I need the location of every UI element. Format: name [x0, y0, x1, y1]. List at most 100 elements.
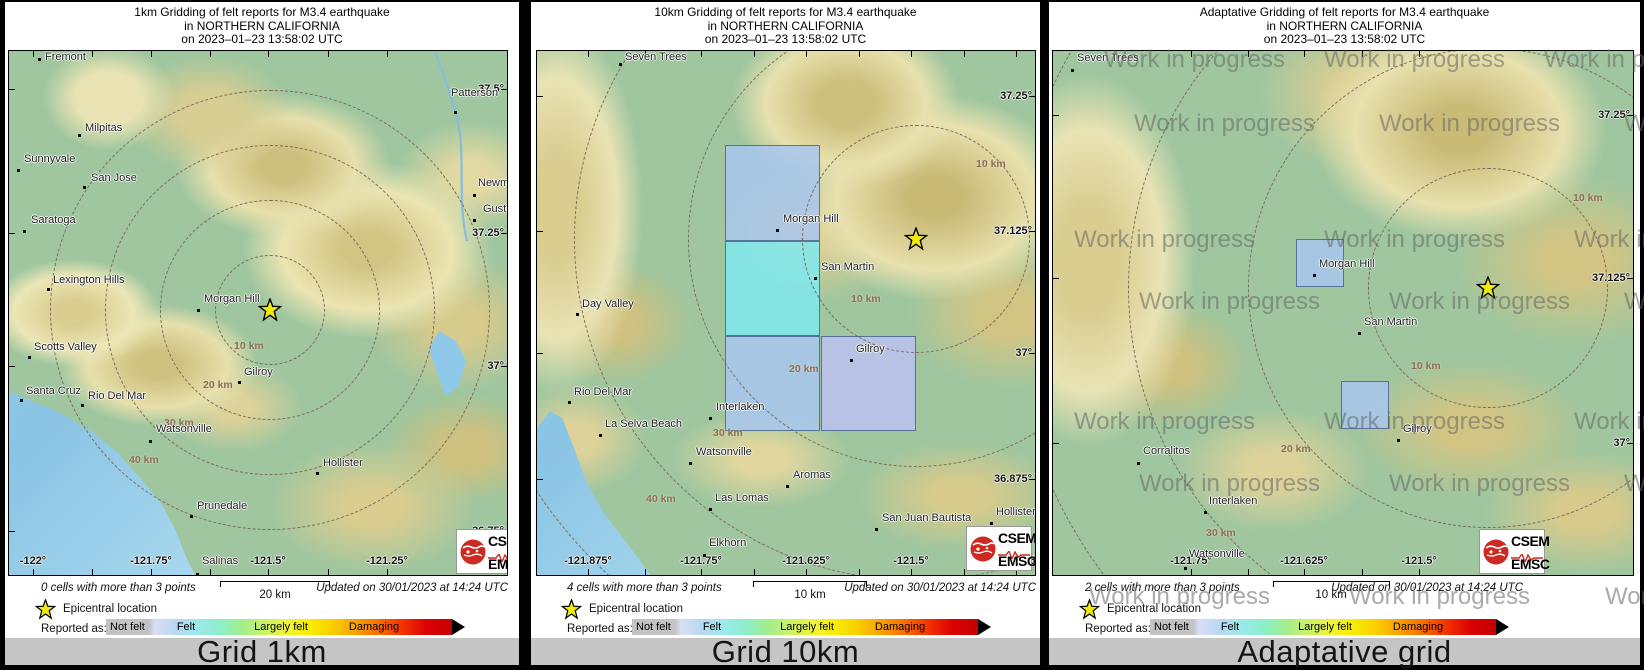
city-dot: [568, 401, 571, 404]
colorbar-label: Largely felt: [780, 621, 834, 633]
intensity-colorbar: Not felt Felt Largely felt Damaging: [1150, 619, 1496, 635]
city-dot: [28, 356, 31, 359]
panel-adaptative-grid: Adaptative Gridding of felt reports for …: [1049, 2, 1644, 667]
ring-distance-label: 30 km: [713, 427, 743, 439]
ring-distance-label: 30 km: [164, 417, 194, 429]
lon-tick: [911, 569, 912, 575]
city-label: Patterson: [451, 87, 499, 99]
colorbar-label: Damaging: [1392, 621, 1444, 633]
lon-tick: [588, 569, 589, 575]
lon-tick: [1016, 51, 1017, 57]
latitude-label: 37.125°: [1591, 272, 1630, 284]
city-dot: [814, 277, 817, 280]
latitude-label: 37.25°: [1000, 90, 1032, 102]
city-dot: [454, 111, 457, 114]
emsc-globe-icon: [459, 538, 487, 571]
panel-grid-10km: 10km Gridding of felt reports for M3.4 e…: [531, 2, 1040, 667]
title-line-3: on 2023–01–23 13:58:02 UTC: [704, 32, 867, 46]
ring-distance-label: 30 km: [1206, 527, 1236, 539]
ring-distance-label: 20 km: [1281, 443, 1311, 455]
colorbar-label: Damaging: [348, 621, 400, 633]
panel-caption: Adaptative grid: [1049, 636, 1640, 667]
city-dot: [1184, 567, 1187, 570]
updated-timestamp: Updated on 30/01/2023 at 14:24 UTC: [844, 582, 1036, 594]
colorbar-arrow-icon: [1496, 619, 1509, 635]
lon-tick: [963, 51, 965, 57]
city-dot: [83, 186, 86, 189]
city-dot: [1137, 462, 1140, 465]
city-dot: [875, 528, 878, 531]
city-label: Gilroy: [856, 343, 885, 355]
updated-timestamp: Updated on 30/01/2023 at 14:24 UTC: [316, 582, 508, 594]
panel-caption: Grid 1km: [5, 636, 519, 667]
lon-tick: [1361, 51, 1363, 57]
title-line-3: on 2023–01–23 13:58:02 UTC: [181, 32, 343, 46]
epicenter-star-icon: [34, 598, 57, 625]
cells-status-text: 4 cells with more than 3 points: [567, 582, 722, 594]
scale-label: 20 km: [259, 589, 291, 601]
lon-tick: [858, 51, 860, 57]
longitude-label: -121.625°: [1280, 555, 1328, 567]
lon-tick: [327, 569, 329, 575]
lon-tick: [806, 569, 807, 575]
lon-tick: [1419, 569, 1420, 575]
title-line-1: 1km Gridding of felt reports for M3.4 ea…: [134, 5, 390, 19]
lon-tick: [268, 51, 269, 57]
lon-tick: [1191, 51, 1192, 57]
lon-tick: [858, 569, 860, 575]
logo-text-emsc: EMSC: [488, 556, 508, 572]
emsc-globe-icon: [969, 535, 997, 568]
lat-tick: [537, 353, 543, 354]
city-dot: [850, 359, 853, 362]
lon-tick: [1419, 51, 1420, 57]
city-dot: [1071, 69, 1074, 72]
city-label: Watsonville: [696, 446, 752, 458]
intensity-colorbar: Not felt Felt Largely felt Damaging: [632, 619, 978, 635]
city-dot: [23, 230, 26, 233]
city-dot: [190, 515, 193, 518]
colorbar-arrow-icon: [452, 619, 465, 635]
lon-tick: [701, 51, 702, 57]
updated-timestamp: Updated on 30/01/2023 at 14:24 UTC: [1331, 582, 1523, 594]
lon-tick: [1191, 569, 1192, 575]
city-dot: [703, 554, 706, 557]
latitude-label: 37°: [1613, 437, 1630, 449]
longitude-label: -121.625°: [782, 555, 830, 567]
colorbar-label: Felt: [1220, 621, 1240, 633]
city-label: Lexington Hills: [53, 274, 125, 286]
lon-tick: [1304, 569, 1305, 575]
city-label: Watsonville: [1189, 548, 1245, 560]
colorbar-label: Felt: [702, 621, 722, 633]
lon-tick: [209, 51, 211, 57]
city-label: Elkhorn: [709, 537, 747, 549]
city-dot: [81, 404, 84, 407]
distance-ring-40km: [1053, 51, 1633, 575]
city-dot: [1204, 511, 1207, 514]
longitude-label: -121.75°: [680, 555, 722, 567]
lon-tick: [92, 51, 93, 57]
ring-distance-label: 20 km: [789, 363, 819, 375]
city-label: Aromas: [793, 469, 831, 481]
lon-tick: [387, 569, 388, 575]
lat-tick: [9, 531, 15, 532]
city-label: La Selva Beach: [605, 418, 683, 430]
ring-distance-label: 10 km: [851, 293, 881, 305]
city-label: Saratoga: [31, 214, 76, 226]
lat-tick: [1627, 443, 1633, 444]
city-dot: [709, 508, 712, 511]
title-line-2: in NORTHERN CALIFORNIA: [1266, 18, 1423, 33]
city-label: Gilroy: [1403, 423, 1432, 435]
city-dot: [17, 169, 20, 172]
lat-tick: [537, 96, 543, 97]
scale-label: 10 km: [1315, 589, 1347, 601]
city-dot: [576, 313, 579, 316]
lon-tick: [387, 51, 388, 57]
lat-tick: [501, 233, 507, 234]
scale-bar: [220, 581, 330, 587]
lat-tick: [9, 233, 15, 234]
lon-tick: [753, 569, 755, 575]
lat-tick: [1627, 278, 1633, 279]
city-dot: [78, 134, 81, 137]
map-area: 10 km 10 km 20 km 30 km 40 km Seven Trees Day …: [536, 50, 1036, 576]
colorbar-label: Not felt: [1154, 621, 1189, 633]
